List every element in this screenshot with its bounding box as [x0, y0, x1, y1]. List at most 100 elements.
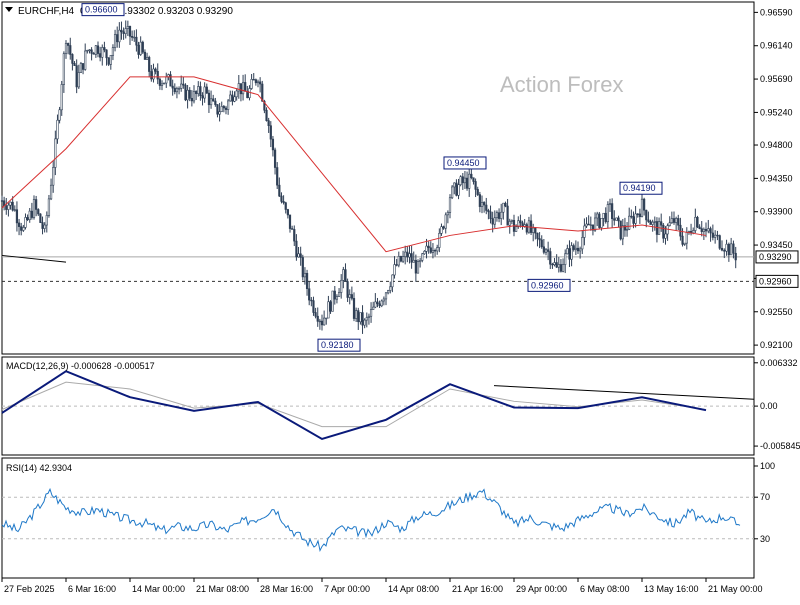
candle-body: [700, 228, 703, 232]
candle-body: [297, 253, 300, 258]
candle-body: [500, 211, 503, 219]
candle-body: [510, 219, 513, 222]
candle-body: [502, 202, 505, 213]
candle-body: [222, 106, 225, 109]
chart-ohlc: 0.93228 0.93302 0.93203 0.93290: [80, 6, 233, 17]
candle-body: [555, 262, 558, 268]
candle-body: [455, 182, 458, 196]
candle-body: [248, 88, 251, 99]
price-annotation-box: [619, 181, 663, 195]
candle-body: [727, 243, 730, 256]
candle-body: [122, 31, 125, 34]
candle-body: [135, 36, 138, 46]
candle-body: [451, 186, 454, 199]
price-tick-label: 0.96590: [760, 7, 793, 17]
candle-body: [133, 36, 136, 39]
candle-body: [291, 228, 294, 230]
candle-body: [52, 167, 55, 186]
candle-body: [670, 218, 673, 224]
candle-body: [463, 177, 467, 184]
price-trendline: [1, 254, 67, 263]
macd-tick-label: 0.00: [760, 401, 778, 411]
price-tick-label: 0.92550: [760, 307, 793, 317]
candle-body: [583, 225, 586, 238]
macd-trendline: [493, 385, 755, 400]
candle-body: [734, 252, 737, 261]
candle-body: [474, 181, 477, 190]
candle-body: [177, 88, 181, 90]
candle-body: [84, 50, 87, 70]
candle-body: [714, 234, 717, 238]
candle-body: [489, 211, 492, 219]
candle-body: [113, 34, 117, 48]
candle-body: [241, 82, 245, 95]
candle-body: [171, 85, 174, 89]
candle-body: [199, 86, 202, 96]
candle-body: [73, 63, 76, 66]
candle-body: [90, 49, 93, 54]
candle-body: [636, 213, 639, 215]
candle-body: [732, 243, 735, 254]
symbol-dropdown-icon[interactable]: [5, 7, 13, 12]
candle-body: [235, 90, 238, 98]
macd-tick-label: -0.005845: [760, 441, 800, 451]
candle-body: [677, 218, 680, 226]
price-tick-label: 0.95240: [760, 107, 793, 117]
candle-body: [438, 233, 441, 248]
macd-tick-label: 0.006332: [760, 358, 798, 368]
candle-body: [406, 251, 409, 258]
price-annotation-box: [527, 278, 571, 292]
x-tick-label: 14 Apr 08:00: [388, 584, 439, 594]
candle-body: [165, 76, 168, 84]
candle-body: [397, 256, 400, 266]
candle-body: [436, 247, 439, 252]
candle-body: [318, 320, 321, 323]
candle-body: [169, 74, 172, 87]
candle-body: [698, 226, 701, 229]
candle-body: [137, 44, 140, 55]
candle-body: [585, 223, 588, 227]
x-tick-label: 29 Apr 00:00: [516, 584, 567, 594]
candle-body: [141, 41, 144, 53]
price-annotation-box: [317, 338, 361, 352]
candle-body: [263, 100, 266, 111]
candle-body: [265, 109, 268, 121]
candle-body: [395, 264, 398, 266]
candle-body: [337, 292, 341, 297]
price-annotation-label: 0.94190: [623, 183, 656, 193]
candle-body: [256, 81, 260, 84]
candle-body: [367, 315, 371, 318]
candle-body: [625, 228, 629, 231]
candle-body: [461, 176, 464, 184]
candle-body: [220, 106, 223, 112]
candle-body: [5, 205, 8, 210]
price-annotation-label: 0.96600: [85, 5, 118, 15]
candle-body: [56, 119, 59, 140]
candle-body: [269, 125, 272, 140]
candle-body: [653, 221, 656, 223]
candle-body: [310, 299, 313, 302]
candle-body: [355, 310, 358, 319]
x-tick-label: 7 Apr 00:00: [324, 584, 370, 594]
candle-body: [250, 79, 253, 89]
candle-body: [521, 222, 524, 227]
candle-body: [604, 212, 607, 223]
candle-body: [299, 253, 302, 258]
candle-body: [485, 204, 488, 211]
candle-body: [67, 43, 70, 46]
x-tick-label: 6 May 08:00: [580, 584, 630, 594]
x-tick-label: 6 Mar 16:00: [68, 584, 116, 594]
candle-body: [493, 217, 496, 225]
candle-body: [13, 209, 16, 211]
candle-body: [239, 83, 243, 95]
candle-body: [647, 219, 650, 222]
candle-body: [404, 251, 407, 257]
candle-body: [340, 280, 343, 293]
candle-body: [491, 218, 494, 225]
candle-body: [305, 272, 309, 290]
candle-body: [720, 247, 724, 251]
candle-body: [350, 294, 353, 299]
candle-body: [160, 83, 164, 86]
